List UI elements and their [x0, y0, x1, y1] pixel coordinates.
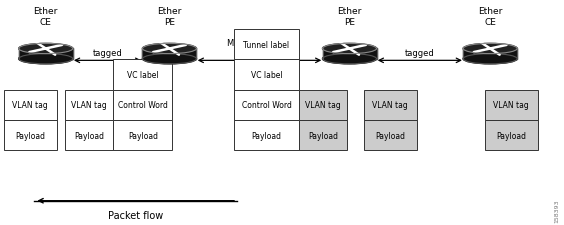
Text: tagged: tagged	[405, 49, 435, 58]
Text: VC label: VC label	[251, 71, 283, 79]
Text: Payload: Payload	[375, 131, 406, 140]
FancyBboxPatch shape	[3, 90, 57, 120]
Ellipse shape	[463, 44, 517, 54]
Text: Payload: Payload	[308, 131, 338, 140]
Text: MPLS emulated
VC Type 5: MPLS emulated VC Type 5	[227, 38, 292, 58]
Text: Ether
CE: Ether CE	[33, 7, 58, 27]
Text: Control Word: Control Word	[118, 101, 168, 110]
Text: VLAN tag: VLAN tag	[494, 101, 529, 110]
Ellipse shape	[143, 54, 196, 65]
FancyBboxPatch shape	[484, 120, 538, 151]
FancyBboxPatch shape	[484, 90, 538, 120]
Text: Ether
PE: Ether PE	[157, 7, 182, 27]
FancyBboxPatch shape	[113, 60, 172, 90]
FancyBboxPatch shape	[234, 30, 299, 60]
FancyBboxPatch shape	[299, 120, 347, 151]
FancyBboxPatch shape	[364, 120, 417, 151]
Polygon shape	[143, 49, 196, 59]
Ellipse shape	[19, 54, 73, 65]
FancyBboxPatch shape	[3, 120, 57, 151]
Polygon shape	[323, 49, 377, 59]
Text: Packet flow: Packet flow	[108, 210, 164, 220]
FancyBboxPatch shape	[299, 90, 347, 120]
Text: Payload: Payload	[74, 131, 104, 140]
Text: VLAN tag: VLAN tag	[372, 101, 408, 110]
Text: Payload: Payload	[128, 131, 158, 140]
Text: 158393: 158393	[554, 198, 559, 222]
FancyBboxPatch shape	[113, 120, 172, 151]
FancyBboxPatch shape	[234, 60, 299, 90]
FancyBboxPatch shape	[234, 120, 299, 151]
FancyBboxPatch shape	[234, 90, 299, 120]
Polygon shape	[19, 49, 73, 59]
Text: VLAN tag: VLAN tag	[72, 101, 107, 110]
Text: Payload: Payload	[15, 131, 45, 140]
Text: tagged: tagged	[92, 49, 122, 58]
Ellipse shape	[463, 54, 517, 65]
Ellipse shape	[323, 44, 377, 54]
Polygon shape	[463, 49, 517, 59]
Text: Payload: Payload	[496, 131, 526, 140]
FancyBboxPatch shape	[364, 90, 417, 120]
Ellipse shape	[143, 44, 196, 54]
Text: VLAN tag: VLAN tag	[305, 101, 341, 110]
Ellipse shape	[323, 54, 377, 65]
Text: Ether
PE: Ether PE	[337, 7, 362, 27]
FancyBboxPatch shape	[113, 90, 172, 120]
Ellipse shape	[19, 44, 73, 54]
Text: Control Word: Control Word	[241, 101, 292, 110]
Text: Ether
CE: Ether CE	[478, 7, 503, 27]
FancyBboxPatch shape	[65, 90, 113, 120]
FancyBboxPatch shape	[65, 120, 113, 151]
Text: VC label: VC label	[127, 71, 158, 79]
Text: Payload: Payload	[252, 131, 281, 140]
Text: VLAN tag: VLAN tag	[12, 101, 48, 110]
Text: Tunnel label: Tunnel label	[244, 40, 289, 49]
